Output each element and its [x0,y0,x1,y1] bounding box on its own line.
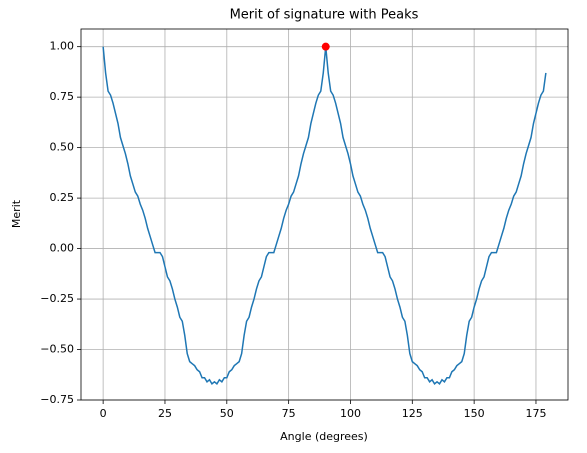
y-tick-label: 1.00 [50,40,75,53]
line [102,46,547,385]
x-tick-label: 0 [100,407,107,420]
x-axis-label: Angle (degrees) [280,430,368,443]
y-tick-label: 0.25 [50,191,75,204]
x-tick-label: 25 [158,407,172,420]
y-tick-label: −0.75 [40,393,74,406]
x-tick-label: 125 [402,407,423,420]
y-tick-label: −0.50 [40,343,74,356]
y-tick-label: 0.75 [50,90,75,103]
y-tick-label: −0.25 [40,292,74,305]
y-axis-label: Merit [10,199,23,228]
chart-title: Merit of signature with Peaks [230,8,419,23]
x-tick-label: 75 [282,407,296,420]
x-tick-label: 175 [525,407,546,420]
x-tick-label: 150 [464,407,485,420]
peak-marker [321,42,330,51]
x-tick-label: 100 [340,407,361,420]
x-tick-label: 50 [220,407,234,420]
plot-frame [80,28,569,401]
y-tick-label: 0.50 [50,141,75,154]
y-tick-label: 0.00 [50,242,75,255]
